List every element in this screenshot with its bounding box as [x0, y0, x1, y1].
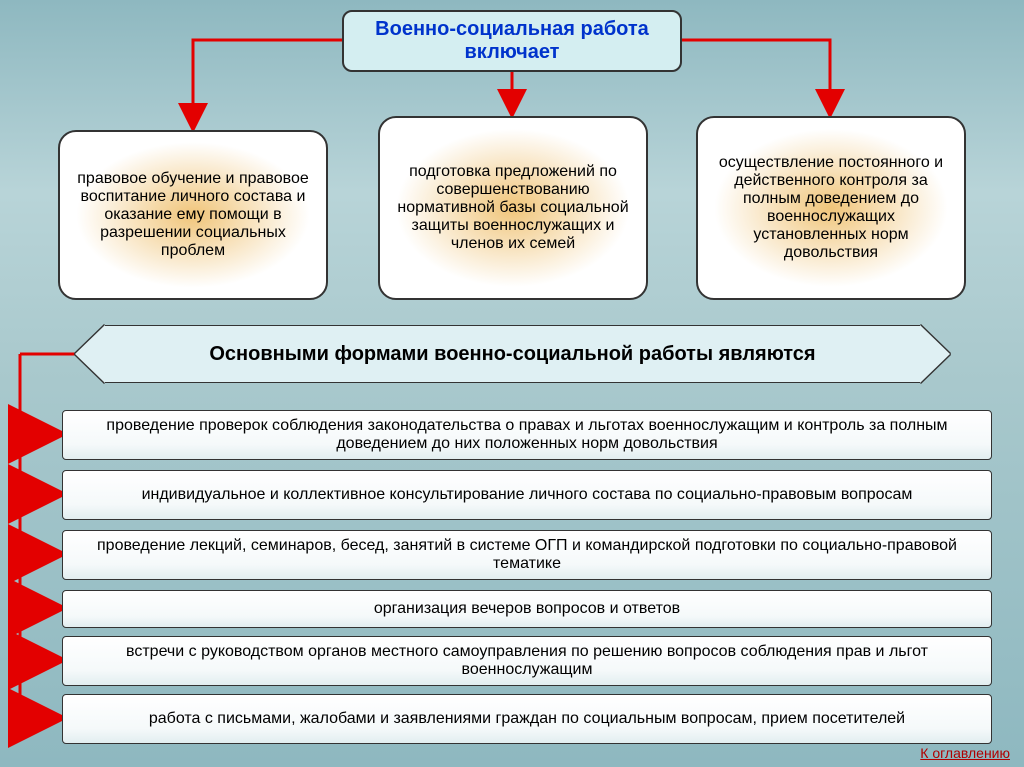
includes-box-2: подготовка предложений по совершенствова… — [378, 116, 648, 300]
forms-banner: Основными формами военно-социальной рабо… — [75, 325, 950, 383]
form-item-4: организация вечеров вопросов и ответов — [62, 590, 992, 628]
banner-chevron-left-icon — [75, 325, 105, 383]
form-item-1: проведение проверок соблюдения законодат… — [62, 410, 992, 460]
includes-box-3: осуществление постоянного и действенного… — [696, 116, 966, 300]
form-item-6: работа с письмами, жалобами и заявлениям… — [62, 694, 992, 744]
banner-text: Основными формами военно-социальной рабо… — [105, 325, 920, 383]
form-item-2: индивидуальное и коллективное консультир… — [62, 470, 992, 520]
form-item-5: встречи с руководством органов местного … — [62, 636, 992, 686]
diagram-title: Военно-социальная работа включает — [342, 10, 682, 72]
toc-link[interactable]: К оглавлению — [920, 745, 1010, 761]
form-item-3: проведение лекций, семинаров, бесед, зан… — [62, 530, 992, 580]
banner-chevron-right-icon — [920, 325, 950, 383]
includes-box-1: правовое обучение и правовое воспитание … — [58, 130, 328, 300]
